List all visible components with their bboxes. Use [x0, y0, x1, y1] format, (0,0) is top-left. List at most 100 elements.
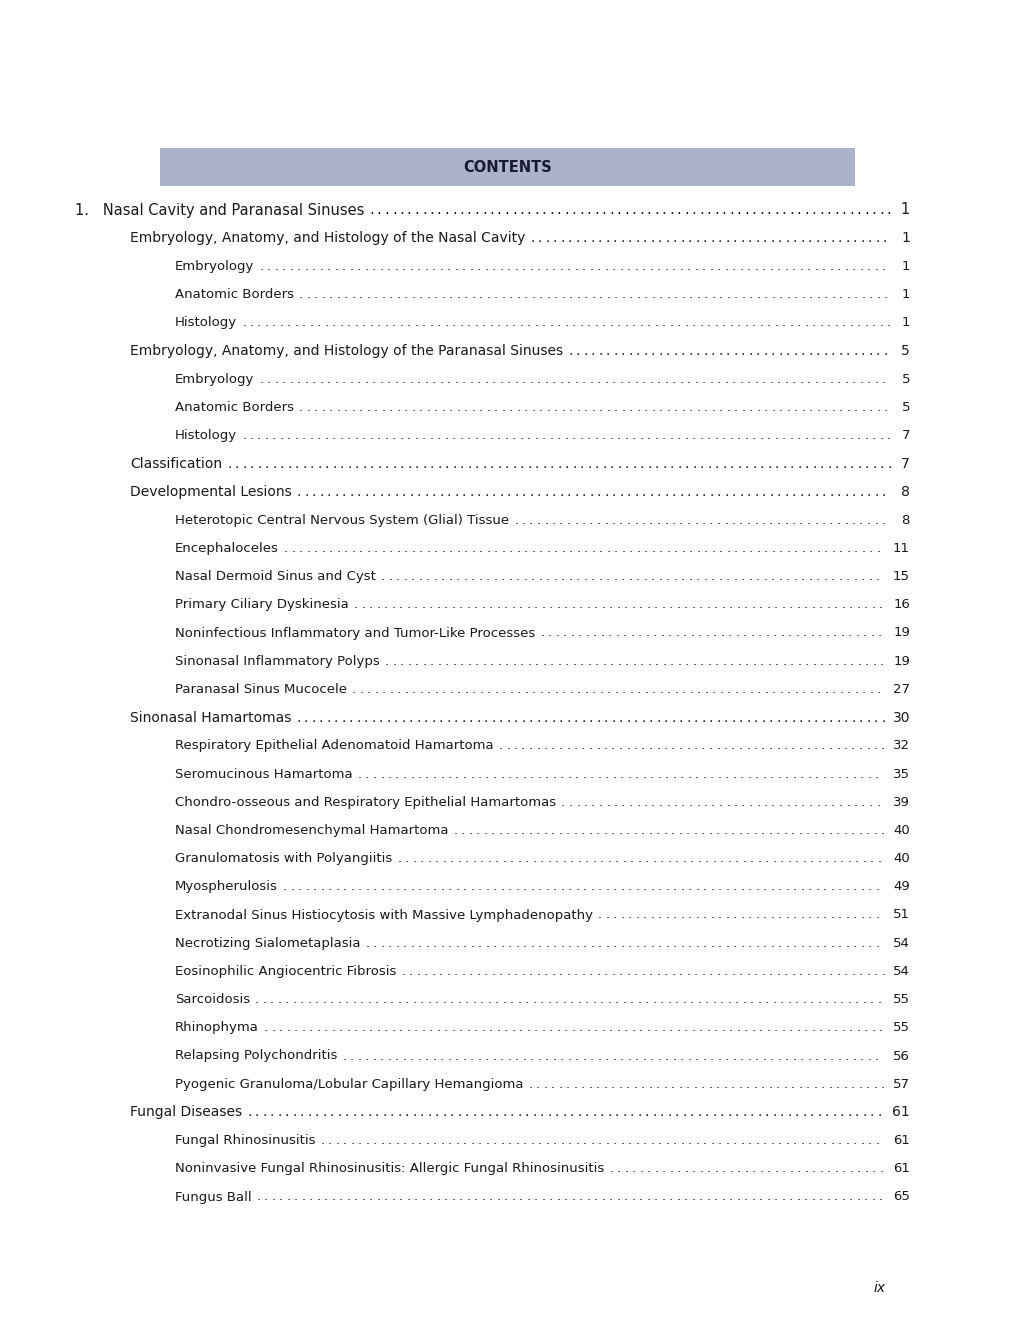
Text: .: . [664, 1049, 668, 1063]
Text: .: . [352, 682, 356, 696]
Text: .: . [351, 1134, 355, 1147]
Text: .: . [576, 796, 580, 809]
Text: .: . [417, 767, 421, 780]
Text: .: . [411, 401, 415, 414]
Text: .: . [309, 1191, 313, 1204]
Text: .: . [300, 993, 304, 1006]
Text: .: . [841, 598, 845, 611]
Text: .: . [544, 1049, 548, 1063]
Text: .: . [337, 1105, 341, 1119]
Text: .: . [878, 598, 882, 611]
Text: Myospherulosis: Myospherulosis [175, 880, 277, 894]
Text: .: . [849, 202, 853, 218]
Text: .: . [657, 880, 661, 894]
Text: .: . [614, 853, 619, 865]
Text: .: . [660, 598, 664, 611]
Text: .: . [394, 260, 398, 273]
Text: .: . [793, 543, 797, 554]
Text: .: . [588, 710, 593, 725]
Text: .: . [494, 1105, 498, 1119]
Text: .: . [410, 767, 414, 780]
Text: .: . [816, 853, 820, 865]
Text: .: . [596, 372, 600, 385]
Text: .: . [796, 598, 800, 611]
Text: .: . [642, 231, 647, 246]
Text: .: . [367, 993, 371, 1006]
Text: .: . [777, 908, 782, 921]
Text: .: . [820, 739, 824, 752]
Text: .: . [766, 1163, 770, 1175]
Text: .: . [633, 1077, 637, 1090]
Text: .: . [389, 1105, 393, 1119]
Text: .: . [854, 682, 858, 696]
Text: .: . [612, 908, 616, 921]
Text: .: . [576, 570, 580, 583]
Text: .: . [791, 513, 795, 527]
Text: .: . [684, 317, 688, 329]
Text: .: . [510, 993, 514, 1006]
Text: .: . [613, 401, 618, 414]
Text: .: . [499, 767, 503, 780]
Text: .: . [767, 1077, 771, 1090]
Text: .: . [346, 1191, 351, 1204]
Text: .: . [815, 543, 819, 554]
Text: .: . [310, 429, 314, 442]
Text: .: . [700, 1077, 704, 1090]
Text: .: . [807, 231, 811, 246]
Text: .: . [851, 260, 855, 273]
Text: .: . [393, 710, 397, 725]
Text: .: . [693, 710, 698, 725]
Text: .: . [684, 1163, 688, 1175]
Text: .: . [686, 484, 691, 499]
Text: Fungal Rhinosinusitis: Fungal Rhinosinusitis [175, 1134, 315, 1147]
Text: .: . [775, 1077, 780, 1090]
Text: .: . [813, 1077, 817, 1090]
Text: .: . [755, 345, 759, 358]
Text: .: . [591, 401, 595, 414]
Text: .: . [501, 288, 505, 301]
Text: 32: 32 [892, 739, 909, 752]
Text: .: . [855, 598, 860, 611]
Text: .: . [380, 767, 384, 780]
Text: .: . [567, 767, 572, 780]
Text: 1: 1 [900, 202, 909, 218]
Text: .: . [691, 1163, 695, 1175]
Text: .: . [523, 570, 527, 583]
Text: .: . [455, 1134, 460, 1147]
Text: .: . [761, 484, 765, 499]
Text: .: . [695, 345, 699, 358]
Text: .: . [766, 429, 770, 442]
Text: .: . [339, 457, 343, 471]
Text: .: . [727, 1105, 731, 1119]
Text: .: . [677, 655, 681, 668]
Text: .: . [836, 710, 840, 725]
Text: .: . [483, 824, 487, 837]
Text: .: . [464, 682, 468, 696]
Text: .: . [541, 317, 546, 329]
Text: .: . [673, 570, 677, 583]
Text: .: . [708, 965, 712, 978]
Text: .: . [801, 1105, 806, 1119]
Text: .: . [626, 965, 630, 978]
Text: .: . [598, 570, 602, 583]
Text: Rhinophyma: Rhinophyma [175, 1022, 259, 1035]
Text: .: . [374, 401, 378, 414]
Text: .: . [837, 880, 841, 894]
Text: .: . [880, 710, 884, 725]
Text: .: . [882, 345, 887, 358]
Text: .: . [860, 937, 864, 949]
Text: .: . [696, 543, 700, 554]
Text: .: . [804, 655, 808, 668]
Text: .: . [530, 767, 534, 780]
Text: .: . [436, 1191, 440, 1204]
Text: .: . [341, 260, 345, 273]
Text: .: . [643, 288, 647, 301]
Text: .: . [424, 965, 428, 978]
Text: .: . [415, 655, 419, 668]
Text: .: . [448, 570, 452, 583]
Text: .: . [381, 401, 385, 414]
Text: .: . [289, 372, 293, 385]
Text: .: . [314, 543, 318, 554]
Text: .: . [675, 993, 679, 1006]
Text: .: . [494, 853, 498, 865]
